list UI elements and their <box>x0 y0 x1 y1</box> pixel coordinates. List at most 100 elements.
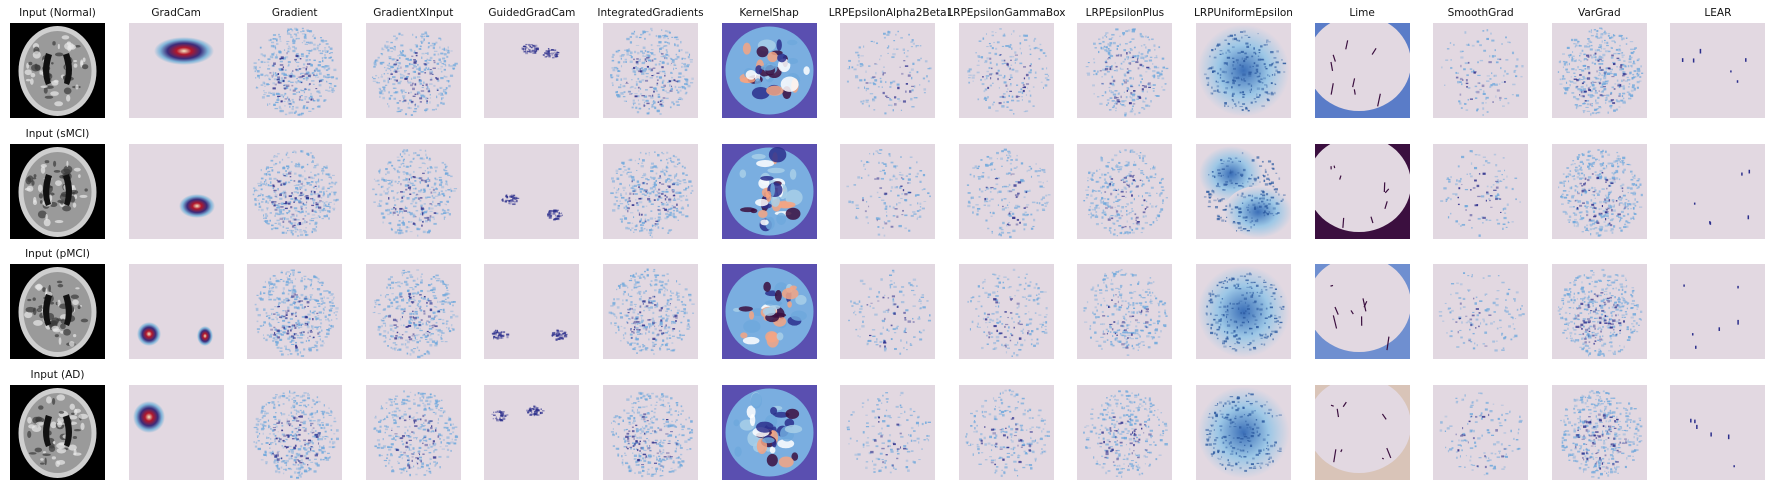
heatmap-svg <box>721 385 817 480</box>
attribution-map <box>958 385 1054 480</box>
attribution-map <box>1196 144 1291 239</box>
heatmap-svg <box>1314 264 1410 359</box>
heatmap-svg <box>1077 23 1173 118</box>
attribution-map <box>603 23 698 118</box>
heatmap-svg <box>840 23 936 118</box>
input-mri-image <box>10 385 105 480</box>
attribution-map <box>1670 264 1766 359</box>
heatmap-svg <box>484 144 580 239</box>
attribution-map <box>840 144 936 239</box>
heatmap-svg <box>840 385 936 480</box>
heatmap-svg <box>1670 264 1766 359</box>
attribution-map <box>1551 385 1647 480</box>
attribution-map <box>721 144 817 239</box>
heatmap-svg <box>247 23 343 118</box>
heatmap-svg <box>603 144 698 239</box>
column-title: GradientXInput <box>373 7 454 19</box>
attribution-map <box>365 144 461 239</box>
heatmap-svg <box>1314 23 1410 118</box>
ventricle-left <box>43 174 52 206</box>
mri-svg <box>10 264 105 359</box>
heatmap-svg <box>1433 385 1529 480</box>
row-title: Input (Normal) <box>19 7 96 19</box>
attribution-map <box>484 144 580 239</box>
heat-spot <box>178 194 215 218</box>
attribution-map <box>365 23 461 118</box>
heatmap-svg <box>1670 144 1766 239</box>
column-title: LEAR <box>1704 7 1732 19</box>
heatmap-svg <box>1433 23 1529 118</box>
attribution-map <box>247 144 343 239</box>
attribution-map <box>365 385 461 480</box>
heatmap-svg <box>128 23 224 118</box>
heatmap-svg <box>365 23 461 118</box>
heatmap-svg <box>1433 264 1529 359</box>
attribution-map <box>128 144 224 239</box>
attribution-map <box>958 264 1054 359</box>
attribution-map <box>1314 264 1410 359</box>
column-title: GuidedGradCam <box>488 7 576 19</box>
heatmap-svg <box>484 385 580 480</box>
ventricle-left <box>43 294 52 326</box>
attribution-map <box>1433 23 1529 118</box>
heatmap-svg <box>1551 264 1647 359</box>
attribution-map <box>1196 264 1291 359</box>
attribution-map <box>247 23 343 118</box>
row-title: Input (sMCI) <box>25 128 90 140</box>
heatmap-svg <box>128 385 224 480</box>
heat-spot <box>136 322 161 346</box>
column-title: LRPEpsilonPlus <box>1085 7 1165 19</box>
input-mri-image <box>10 144 105 239</box>
column-title: IntegratedGradients <box>597 7 704 19</box>
heatmap-svg <box>128 144 224 239</box>
heatmap-svg <box>1077 264 1173 359</box>
ventricle-left <box>43 415 52 447</box>
heatmap-svg <box>1196 144 1291 239</box>
heatmap-svg <box>365 385 461 480</box>
heatmap-svg <box>958 23 1054 118</box>
attribution-map <box>484 385 580 480</box>
column-title: Gradient <box>271 7 318 19</box>
attribution-map <box>1670 385 1766 480</box>
column-title: LRPEpsilonAlpha2Beta1 <box>828 7 954 19</box>
row-title: Input (pMCI) <box>25 248 90 260</box>
heatmap-svg <box>721 23 817 118</box>
heatmap-svg <box>1196 385 1291 480</box>
attribution-map <box>721 385 817 480</box>
column-title: KernelShap <box>739 7 799 19</box>
attribution-map <box>247 264 343 359</box>
heatmap-svg <box>1670 385 1766 480</box>
heatmap-svg <box>484 23 580 118</box>
column-title: LRPUniformEpsilon <box>1194 7 1293 19</box>
column-title: SmoothGrad <box>1447 7 1514 19</box>
heatmap-svg <box>247 385 343 480</box>
heatmap-svg <box>1670 23 1766 118</box>
heatmap-svg <box>603 23 698 118</box>
ventricle-right <box>63 294 72 326</box>
attribution-map <box>1196 23 1291 118</box>
attribution-map <box>603 144 698 239</box>
heatmap-svg <box>1077 385 1173 480</box>
heatmap-svg <box>1551 385 1647 480</box>
attribution-map <box>1670 23 1766 118</box>
attribution-map <box>1314 23 1410 118</box>
heatmap-svg <box>840 264 936 359</box>
heatmap-svg <box>958 264 1054 359</box>
ventricle-left <box>43 53 52 85</box>
attribution-map <box>128 385 224 480</box>
input-mri-image <box>10 23 105 118</box>
attribution-map <box>1314 385 1410 480</box>
heatmap-svg <box>603 385 698 480</box>
mri-svg <box>10 144 105 239</box>
column-title: VarGrad <box>1577 7 1621 19</box>
attribution-map <box>1551 264 1647 359</box>
heatmap-svg <box>365 264 461 359</box>
attribution-map <box>1314 144 1410 239</box>
heatmap-svg <box>603 264 698 359</box>
attribution-map <box>247 385 343 480</box>
ventricle-right <box>63 53 72 85</box>
attribution-map <box>1551 144 1647 239</box>
heatmap-svg <box>247 264 343 359</box>
attribution-map <box>958 23 1054 118</box>
heatmap-svg <box>1196 23 1291 118</box>
